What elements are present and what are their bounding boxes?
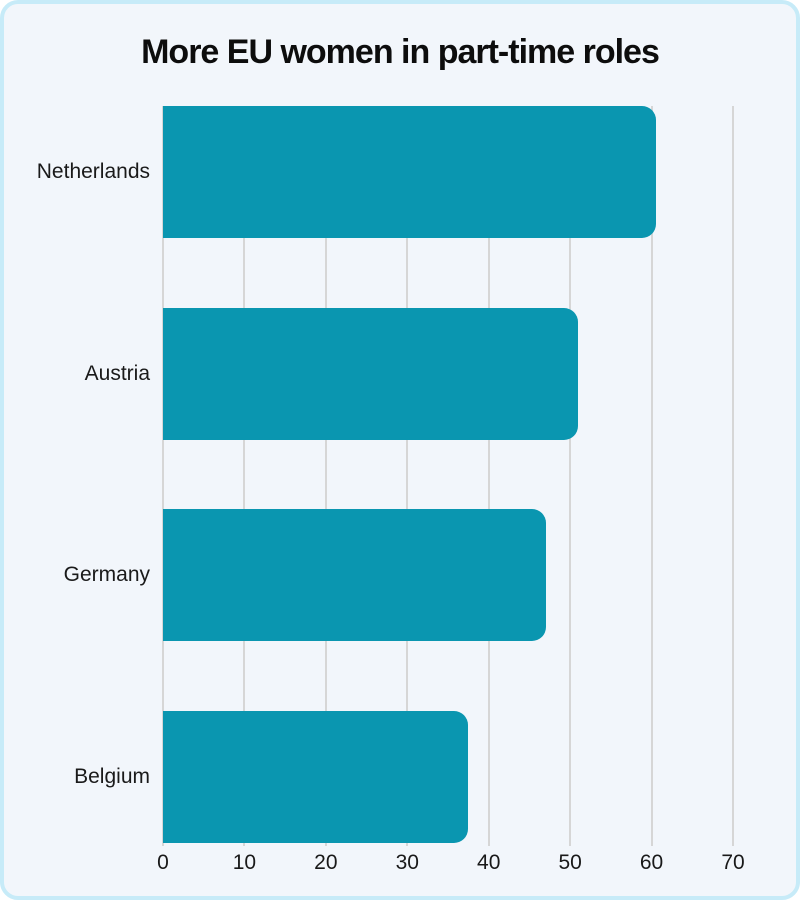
plot-area: 0 10 20 30 40 50 60 70 [157, 106, 745, 874]
category-label-netherlands: Netherlands [36, 160, 150, 183]
bar-netherlands [163, 106, 656, 238]
bar-austria [163, 308, 579, 440]
x-tick-label-20: 20 [314, 851, 338, 874]
x-tick-label-70: 70 [721, 851, 745, 874]
gridline-40 [487, 106, 490, 846]
x-tick-label-50: 50 [558, 851, 582, 874]
gridline-10 [243, 106, 246, 846]
category-label-austria: Austria [84, 362, 150, 385]
gridline-20 [324, 106, 327, 846]
category-label-belgium: Belgium [74, 765, 150, 788]
gridline-70 [732, 106, 734, 846]
x-tick-label-0: 0 [157, 851, 169, 874]
category-label-germany: Germany [63, 563, 150, 586]
x-tick-label-30: 30 [395, 851, 419, 874]
x-tick-label-60: 60 [639, 851, 664, 874]
x-tick-label-40: 40 [477, 851, 501, 874]
gridline-30 [406, 106, 409, 846]
gridline-50 [569, 106, 572, 846]
x-tick-label-10: 10 [232, 851, 257, 874]
gridline-0 [162, 106, 164, 846]
bar-germany [163, 509, 546, 641]
bar-belgium [163, 711, 469, 843]
chart-title: More EU women in part-time roles [141, 33, 660, 71]
gridline-60 [650, 106, 653, 846]
